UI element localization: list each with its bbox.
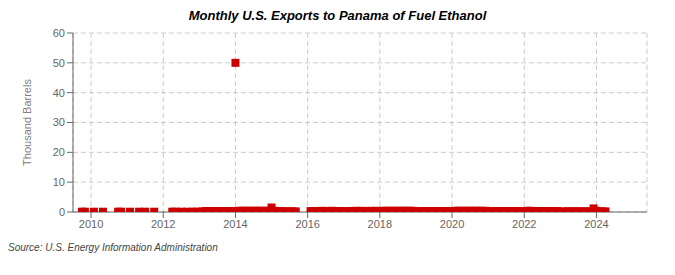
svg-text:20: 20	[53, 146, 65, 158]
svg-text:2018: 2018	[368, 218, 392, 230]
svg-text:50: 50	[53, 57, 65, 69]
svg-text:2014: 2014	[223, 218, 247, 230]
svg-text:40: 40	[53, 87, 65, 99]
svg-text:10: 10	[53, 176, 65, 188]
html-text:Source: U.S. Energy Informatio: Source: U.S. Energy Information Administ…	[8, 242, 218, 253]
svg-text:30: 30	[53, 116, 65, 128]
svg-text:Thousand Barrels: Thousand Barrels	[21, 79, 33, 166]
svg-text:2012: 2012	[151, 218, 175, 230]
svg-text:2024: 2024	[584, 218, 608, 230]
svg-text:2010: 2010	[79, 218, 103, 230]
svg-text:2020: 2020	[440, 218, 464, 230]
html-text:Monthly U.S. Exports to Panama: Monthly U.S. Exports to Panama of Fuel E…	[188, 8, 487, 23]
svg-text:0: 0	[59, 206, 65, 218]
svg-text:2022: 2022	[512, 218, 536, 230]
svg-text:2016: 2016	[295, 218, 319, 230]
svg-text:60: 60	[53, 27, 65, 39]
